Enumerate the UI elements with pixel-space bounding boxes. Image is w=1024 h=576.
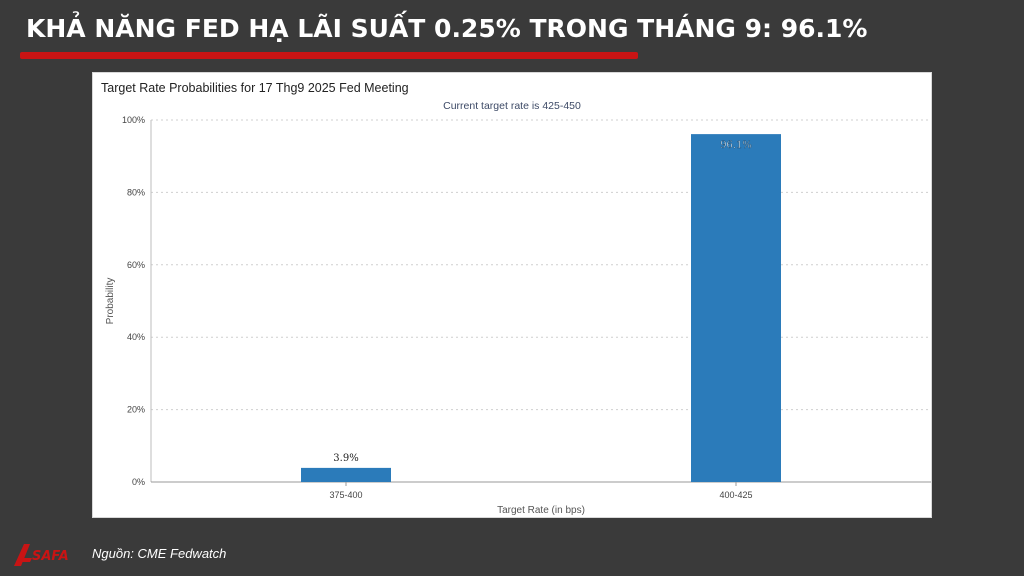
y-tick-label: 60% [127, 260, 145, 270]
svg-text:SAFA: SAFA [32, 549, 69, 564]
data-label: 96.1% [720, 140, 752, 151]
x-tick-label: 400-425 [719, 490, 752, 500]
headline-underline [20, 52, 638, 59]
source-credit: Nguồn: CME Fedwatch [92, 546, 227, 561]
y-tick-label: 100% [122, 115, 145, 125]
y-tick-label: 20% [127, 405, 145, 415]
chart-panel: Target Rate Probabilities for 17 Thg9 20… [92, 72, 932, 518]
data-label: 3.9% [333, 453, 358, 464]
bar-375-400 [301, 467, 391, 482]
bar-chart: 0% 20% 40% 60% 80% 100% 375-400 3.9% 400-425 96.1… [105, 115, 931, 516]
y-tick-label: 80% [127, 187, 145, 197]
y-tick-label: 40% [127, 332, 145, 342]
safa-logo: SAFA [14, 544, 69, 566]
y-axis-title: Probability [105, 278, 116, 325]
headline: KHẢ NĂNG FED HẠ LÃI SUẤT 0.25% TRONG THÁ… [26, 14, 868, 43]
x-tick-label: 375-400 [329, 490, 362, 500]
chart-subtitle: Current target rate is 425-450 [443, 100, 581, 112]
x-axis-title: Target Rate (in bps) [497, 505, 585, 516]
chart-title: Target Rate Probabilities for 17 Thg9 20… [101, 81, 409, 95]
y-tick-label: 0% [132, 477, 145, 487]
bar-400-425 [691, 134, 781, 483]
